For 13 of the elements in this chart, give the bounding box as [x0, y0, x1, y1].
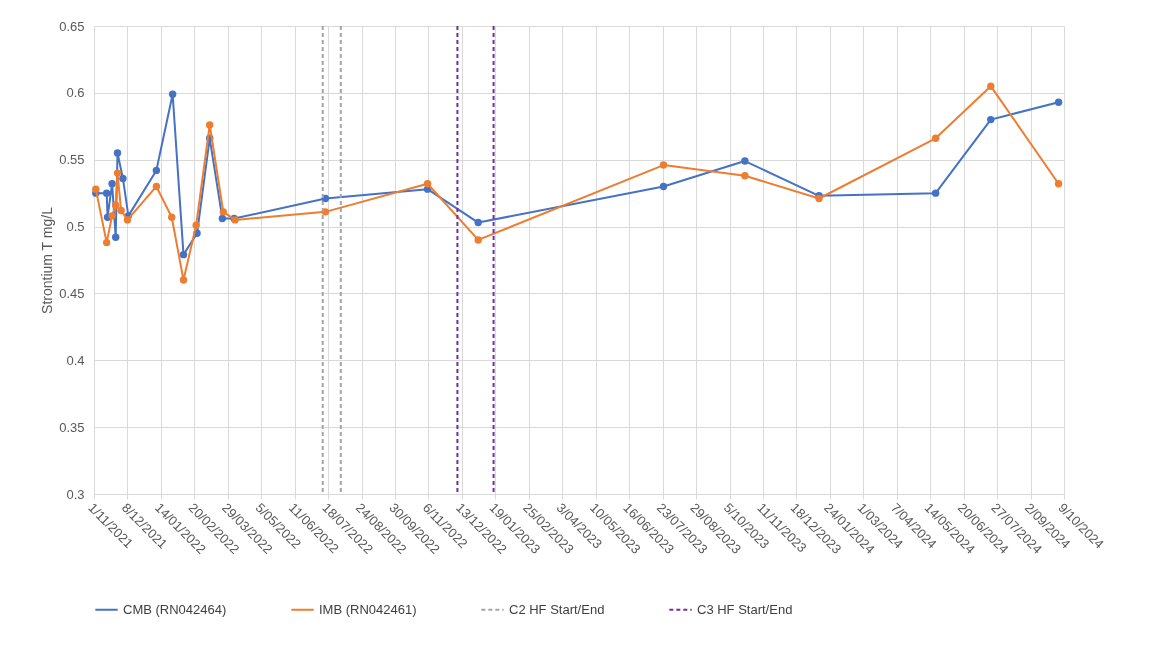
y-tick-label: 0.55	[59, 152, 85, 168]
legend-label: IMB (RN042461)	[319, 601, 417, 617]
y-tick-label: 0.4	[66, 352, 85, 368]
y-tick-label: 0.5	[66, 219, 85, 235]
y-tick-label: 0.65	[59, 18, 85, 34]
legend-label: C2 HF Start/End	[509, 601, 605, 617]
y-tick-label: 0.6	[66, 85, 85, 101]
y-tick-label: 0.45	[59, 285, 85, 301]
legend-label: CMB (RN042464)	[123, 601, 227, 617]
y-axis-title: Strontium T mg/L	[39, 206, 56, 314]
y-tick-label: 0.35	[59, 419, 85, 435]
legend-label: C3 HF Start/End	[697, 601, 793, 617]
y-tick-label: 0.3	[66, 486, 85, 502]
